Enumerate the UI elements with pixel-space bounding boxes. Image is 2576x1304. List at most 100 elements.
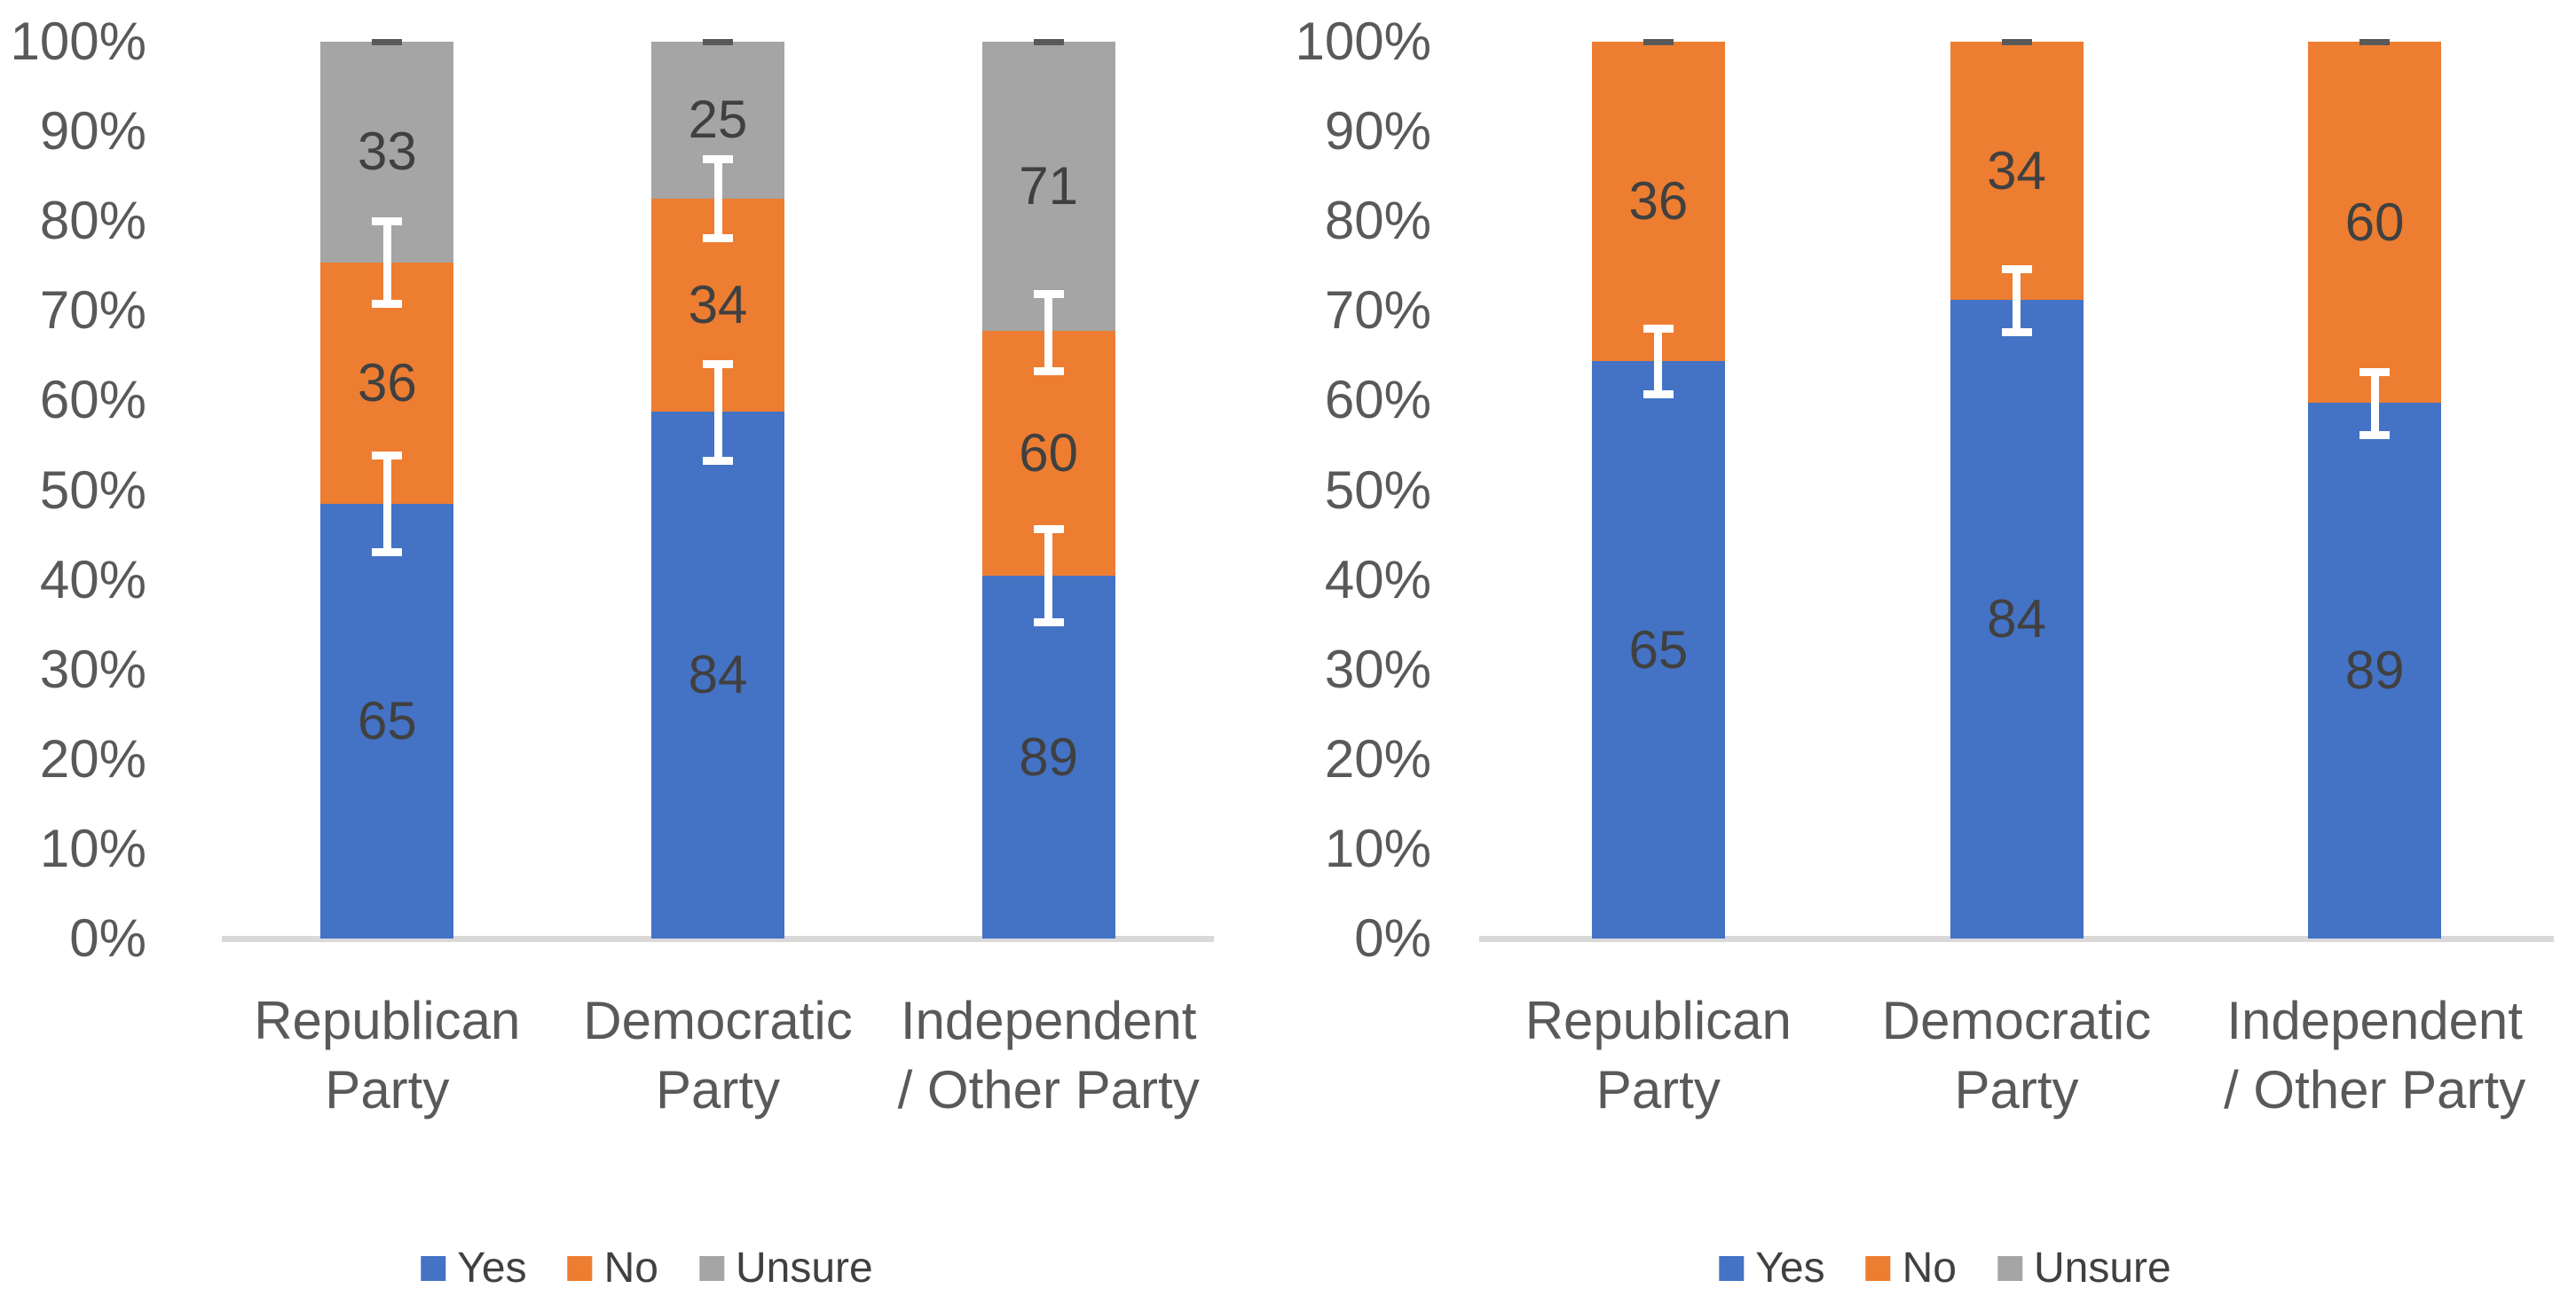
error-bar-cap-upper [1033,290,1064,299]
error-bar-cap-lower [1642,390,1674,399]
y-axis-tick-label: 50% [39,460,146,520]
error-bar-line [2370,372,2379,435]
error-bar-line [713,363,722,461]
y-axis-tick-label: 80% [39,191,146,251]
legend-label: No [603,1245,658,1292]
error-bar-line [2013,268,2021,332]
segment-value-label: 84 [1987,589,2046,649]
bar-segment-no [1591,42,1725,362]
legend-label: No [1902,1245,1957,1292]
segment-value-label: 25 [688,90,748,150]
error-bar-cap-lower [1033,618,1064,627]
category-label: Republican Party [183,986,591,1125]
category-label: Republican Party [1454,986,1863,1125]
error-bar-cap-upper [2359,368,2391,377]
legend-item-yes: Yes [421,1244,527,1292]
bar-segment-no [2308,42,2442,404]
category-label-line: Party [655,1060,781,1119]
bar-segment-no [1950,42,2084,301]
error-bar-cap-upper [372,217,403,226]
bar-segment-yes [981,576,1115,939]
category-label-line: Party [1954,1060,2079,1119]
y-axis-tick-label: 20% [39,728,146,789]
segment-value-label: 33 [357,122,417,182]
segment-value-label: 60 [2344,192,2405,252]
category-label-line: Democratic [583,991,853,1050]
error-bar-top-cap [703,39,733,45]
error-bar-cap-lower [2001,327,2032,336]
category-label-line: Party [1595,1060,1721,1119]
error-bar-cap-upper [2001,264,2032,273]
y-axis-tick-label: 40% [1324,549,1431,609]
error-bar-cap-lower [372,300,403,309]
error-bar-cap-lower [2359,430,2391,439]
category-label-line: / Other Party [897,1060,1200,1119]
y-axis-tick-label: 100% [1295,12,1431,71]
legend-item-unsure: Unsure [1997,1244,2171,1292]
y-axis-tick-label: 10% [39,818,146,878]
x-axis-line [222,936,1214,942]
y-axis-tick-label: 10% [1324,818,1431,878]
category-label: Democratic Party [514,986,922,1125]
legend-item-no: No [1865,1244,1957,1292]
y-axis-tick-label: 60% [39,370,146,430]
y-axis-tick-label: 0% [69,908,146,968]
error-bar-cap-lower [372,548,403,557]
legend: Yes No Unsure [1719,1244,2171,1292]
legend-label: Yes [457,1245,527,1292]
y-axis-tick-label: 30% [1324,639,1431,699]
error-bar-cap-lower [1033,367,1064,376]
category-label-line: Republican [1524,991,1792,1050]
error-bar-cap-upper [1642,324,1674,333]
segment-value-label: 34 [688,274,748,334]
segment-value-label: 36 [357,352,417,412]
bar-segment-yes [2308,403,2442,939]
category-label-line: / Other Party [2224,1060,2526,1119]
legend-swatch-unsure [698,1255,724,1281]
error-bar-line [382,221,391,304]
bar-segment-yes [320,503,454,939]
category-label-line: Party [325,1060,450,1119]
y-axis-tick-label: 50% [1324,460,1431,520]
error-bar-top-cap [2001,39,2032,45]
category-label: Independent / Other Party [2170,986,2576,1125]
segment-value-label: 65 [1628,619,1689,679]
category-label-line: Independent [2226,991,2523,1050]
segment-value-label: 60 [1019,423,1079,483]
legend-item-no: No [567,1244,658,1292]
y-axis-tick-label: 70% [1324,280,1431,341]
segment-value-label: 34 [1987,140,2046,200]
segment-value-label: 71 [1019,156,1079,216]
legend-swatch-yes [1719,1255,1745,1281]
category-label-line: Democratic [1881,991,2152,1050]
category-label: Independent / Other Party [845,986,1253,1125]
legend-item-yes: Yes [1719,1244,1825,1292]
error-bar-cap-upper [1033,524,1064,533]
legend-swatch-no [1865,1255,1891,1281]
segment-value-label: 36 [1628,171,1689,232]
y-axis-tick-label: 60% [1324,370,1431,430]
error-bar-line [1654,327,1663,395]
error-bar-line [713,159,722,239]
error-bar-line [1044,294,1053,372]
bar-segment-unsure [981,42,1115,332]
error-bar-top-cap [2359,39,2391,45]
segment-value-label: 65 [357,690,417,750]
error-bar-line [382,455,391,553]
legend: Yes No Unsure [421,1244,873,1292]
bar-segment-yes [651,412,784,939]
legend-label: Yes [1755,1245,1825,1292]
bar-segment-yes [1591,361,1725,939]
error-bar-cap-upper [703,155,733,164]
y-axis-tick-label: 90% [39,101,146,161]
x-axis-line [1479,936,2554,942]
segment-value-label: 89 [1019,727,1079,787]
y-axis-tick-label: 80% [1324,191,1431,251]
category-label: Democratic Party [1813,986,2221,1125]
legend-swatch-no [567,1255,593,1281]
legend-label: Unsure [2033,1245,2171,1292]
legend-label: Unsure [735,1245,873,1292]
y-axis-tick-label: 70% [39,280,146,341]
category-label-line: Republican [254,991,521,1050]
